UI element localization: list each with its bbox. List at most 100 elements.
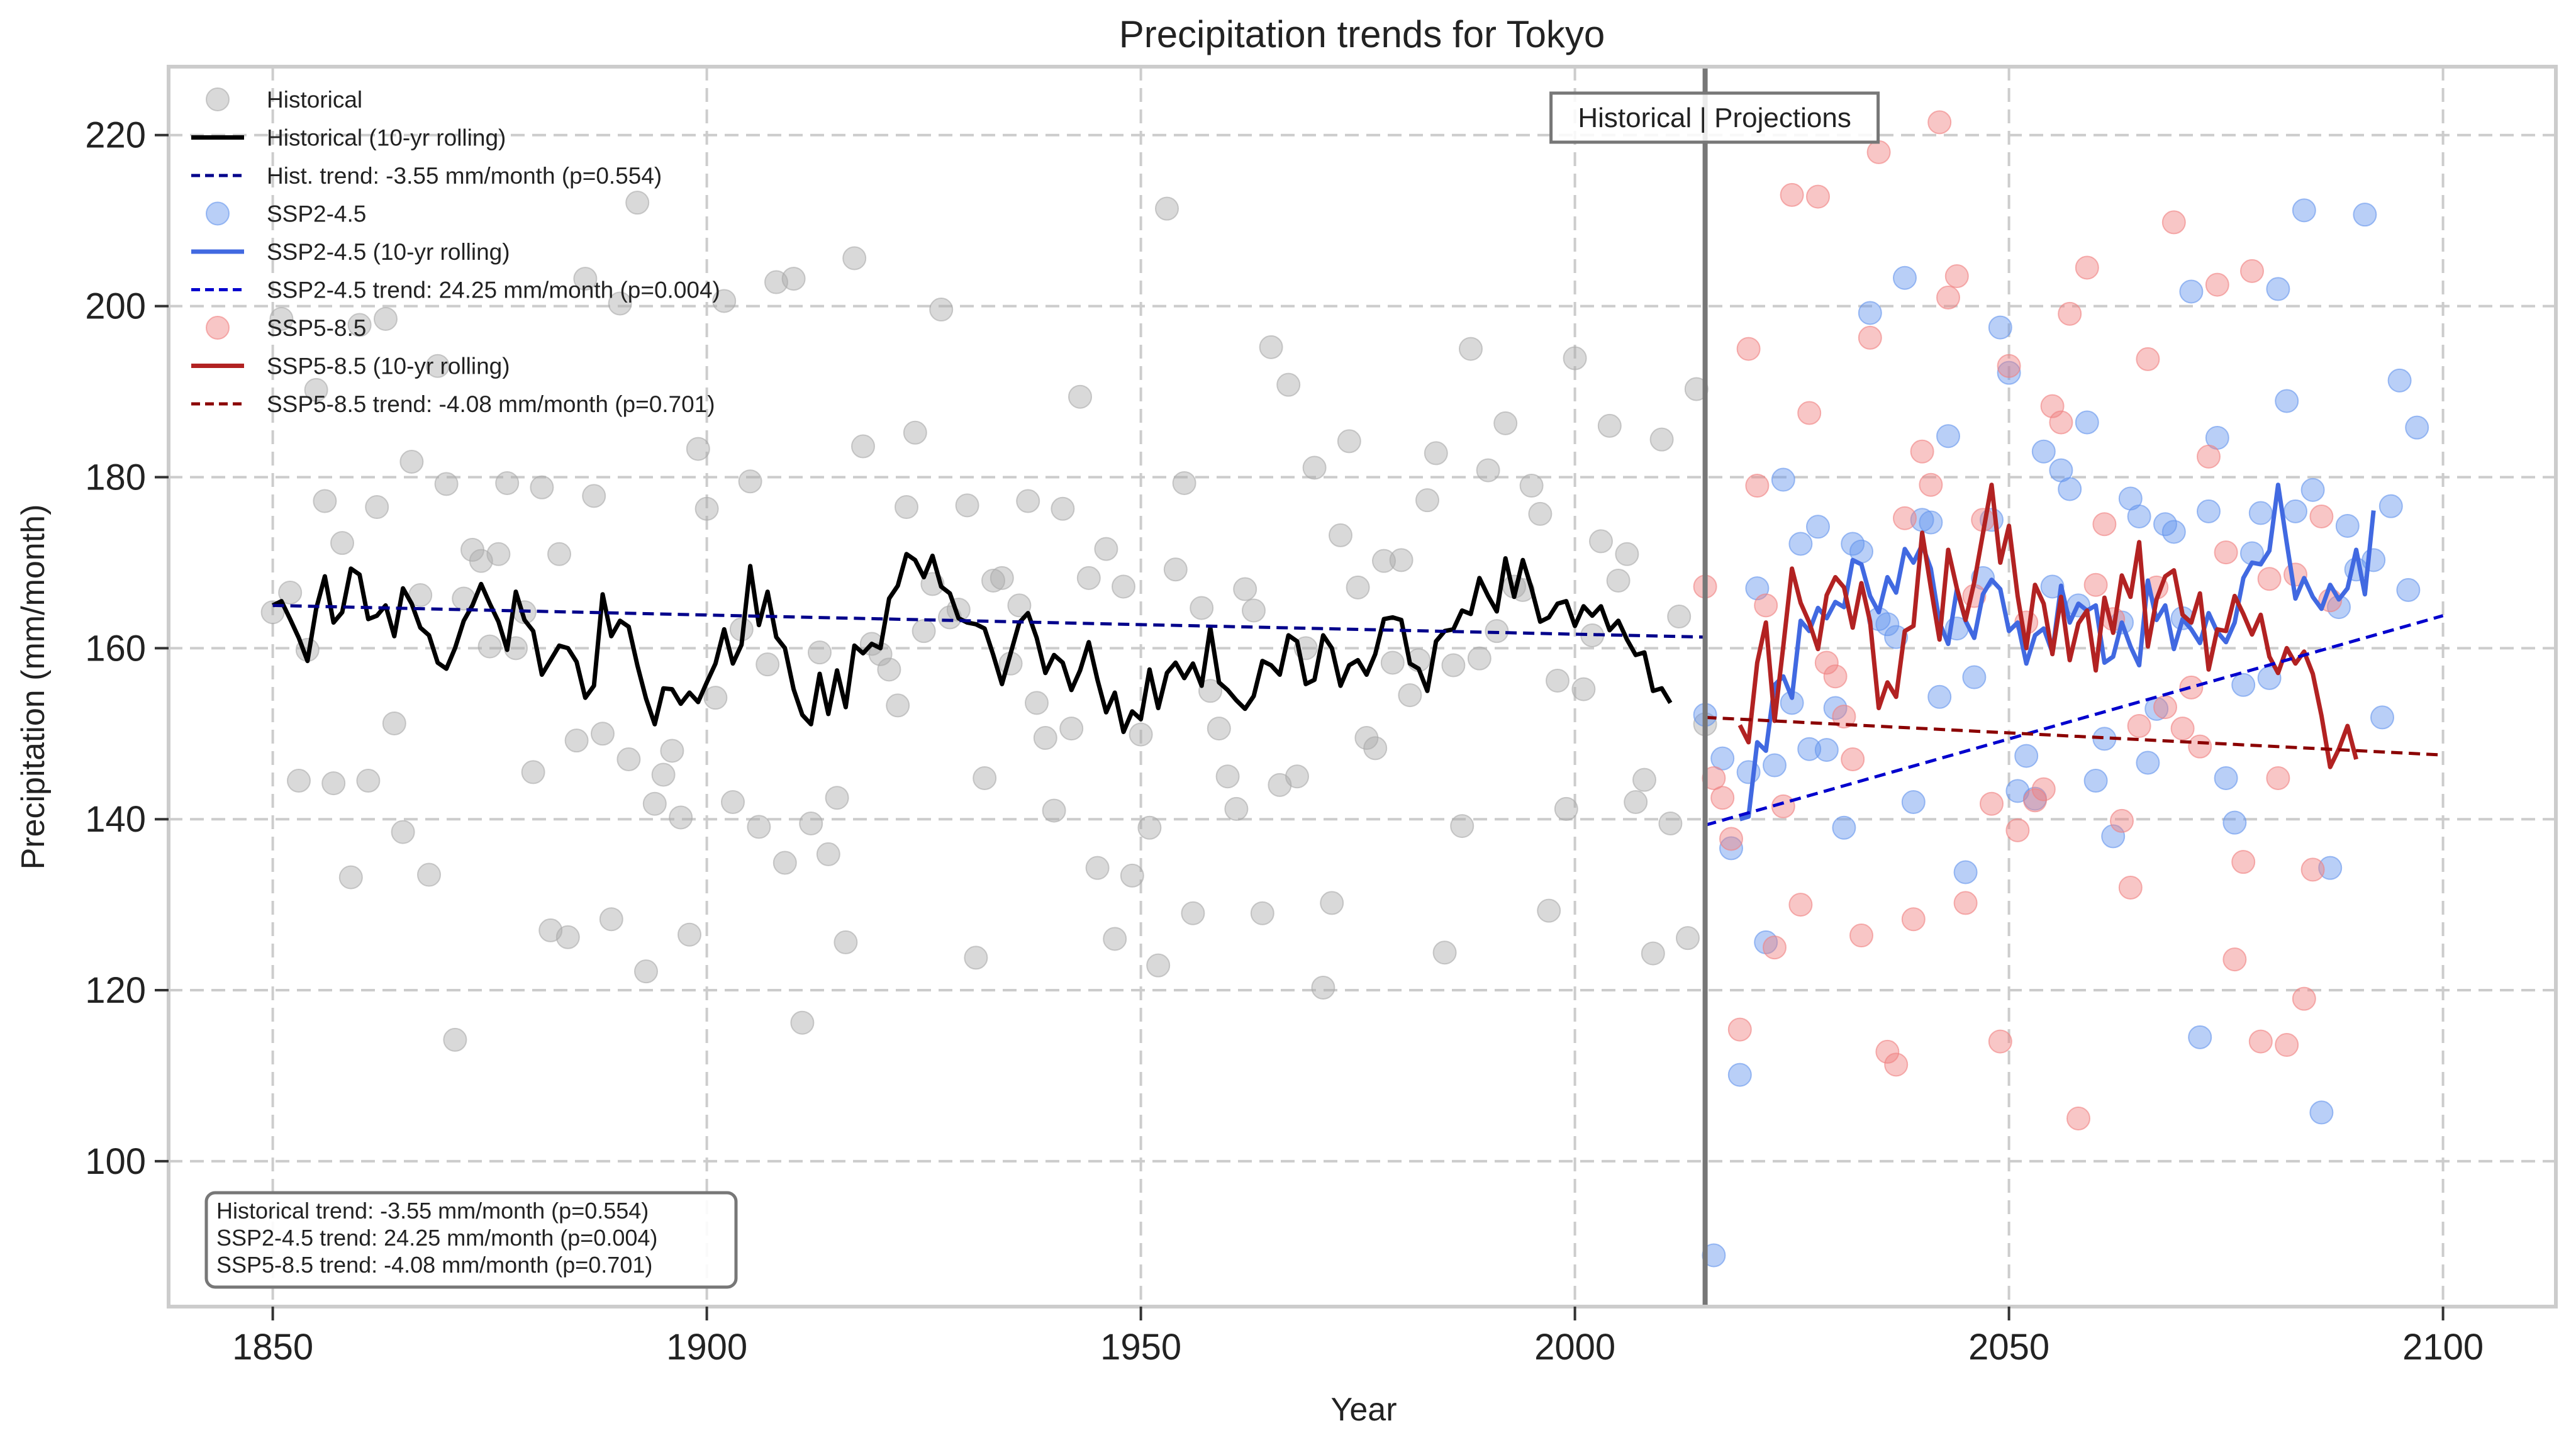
ssp2-4-5-point [2188, 1025, 2212, 1049]
historical-point [1268, 773, 1292, 797]
ssp2-4-5-point [2335, 513, 2360, 538]
ssp2-4-5-point [2257, 666, 2282, 690]
ssp2-4-5-point [1901, 790, 1926, 815]
historical-point [1354, 726, 1379, 750]
historical-point [712, 289, 737, 313]
ssp2-4-5-point [1814, 738, 1839, 762]
ssp5-8-5-point [1988, 1029, 2012, 1054]
ssp5-8-5-point [2257, 567, 2282, 591]
ssp5-8-5-point [2309, 504, 2334, 528]
y-tick-label: 120 [85, 970, 146, 1011]
historical-point [634, 959, 658, 984]
historical-point [1172, 471, 1196, 495]
historical-point [694, 496, 719, 521]
historical-point [1337, 429, 1361, 454]
historical-point [756, 652, 780, 677]
historical-point [1250, 901, 1274, 925]
historical-point [1528, 501, 1553, 526]
historical-point [1363, 736, 1388, 761]
historical-point [1137, 815, 1162, 840]
historical-point [1146, 953, 1171, 978]
historical-point [747, 815, 771, 839]
ssp2-4-5-point [2318, 856, 2343, 880]
ssp2-4-5-point [2309, 1100, 2334, 1125]
divider-label-box [1549, 91, 1880, 144]
historical-point [1450, 814, 1475, 839]
historical-point [1615, 542, 1639, 566]
x-tick-label: 1950 [1100, 1327, 1181, 1368]
historical-point [399, 450, 424, 474]
historical-point [434, 472, 459, 496]
historical-point [1606, 568, 1631, 593]
x-tick-label: 2000 [1534, 1327, 1615, 1368]
ssp5-8-5-point [2275, 1033, 2299, 1057]
historical-point [1163, 557, 1188, 582]
y-tick-label: 180 [85, 457, 146, 498]
ssp2-4-5-point [2283, 499, 2307, 523]
legend-label: SSP2-4.5 trend: 24.25 mm/month (p=0.004) [267, 277, 720, 303]
series-layer [260, 110, 2444, 1268]
y-tick-label: 140 [85, 799, 146, 840]
ssp5-8-5-point [1919, 472, 1943, 497]
historical-point [790, 1010, 815, 1035]
historical-point [477, 634, 502, 659]
ssp5-8-5-point [1797, 401, 1822, 425]
historical-point [347, 313, 372, 337]
historical-point [1302, 455, 1327, 480]
ssp2-4-5-points [1693, 198, 2429, 1268]
ssp5-8-5-point [1771, 794, 1795, 818]
ssp2-4-5-point [2136, 750, 2160, 775]
annotation-line: SSP5-8.5 trend: -4.08 mm/month (p=0.701) [216, 1252, 652, 1278]
ssp5-8-5-point [2118, 875, 2143, 900]
ssp5-8-5-point [2214, 540, 2238, 565]
ssp2-4-5-point [2014, 744, 2039, 768]
historical-point [1242, 598, 1266, 623]
historical-point [495, 471, 520, 495]
ssp2-4-5-point [2214, 766, 2238, 790]
chart-title: Precipitation trends for Tokyo [1119, 13, 1605, 55]
historical-point [1129, 722, 1153, 747]
annotation-line: SSP2-4.5 trend: 24.25 mm/month (p=0.004) [216, 1225, 657, 1251]
ssp2-4-5-point [1710, 746, 1735, 771]
annotation-box-frame [204, 1191, 738, 1289]
ssp5-8-5-point [1927, 110, 1952, 135]
historical-point [1589, 529, 1613, 554]
tick-layer: 1850 1900 1950 2000 2050 2100 100 120 140 160 180 2… [85, 115, 2484, 1368]
ssp2-4-5-point [1927, 684, 1952, 709]
ssp2-4-5-point [1953, 860, 1978, 884]
ssp5-8-5-point [1727, 1017, 1752, 1042]
historical-point [1432, 940, 1457, 965]
ssp2-4-5-point [1988, 315, 2012, 340]
ssp5-8-5-point [2292, 986, 2316, 1011]
legend-label: SSP5-8.5 [267, 315, 366, 341]
ssp2-4-5-point [1788, 532, 1813, 556]
y-tick-label: 100 [85, 1141, 146, 1182]
historical-point [1519, 474, 1544, 498]
ssp5-8-5-point [1884, 1052, 1909, 1077]
historical-point [1459, 337, 1483, 361]
historical-point [608, 291, 632, 316]
ssp5-8-5-point [1719, 827, 1743, 851]
ssp2-4-5-point [1858, 301, 1882, 325]
annotation-line: Historical trend: -3.55 mm/month (p=0.55… [216, 1198, 649, 1224]
historical-point [278, 580, 303, 605]
historical-point [1415, 488, 1439, 513]
historical-point [955, 493, 979, 518]
historical-point [990, 566, 1014, 590]
ssp5-8-5-point [1893, 506, 1917, 530]
historical-point [1546, 668, 1570, 693]
ssp2-4-5-point [2179, 279, 2204, 304]
ssp5-8-5-point [2205, 272, 2229, 297]
ssp2-4-5-point [2222, 810, 2247, 835]
historical-10-yr-rolling-line [272, 552, 1673, 734]
historical-point [365, 495, 389, 520]
ssp2-4-5-point [2292, 198, 2316, 223]
ssp5-8-5-point [2179, 675, 2204, 700]
ssp5-8-5-point [1710, 786, 1735, 810]
historical-point [1076, 566, 1101, 590]
historical-point [1042, 798, 1066, 823]
historical-point [573, 267, 598, 291]
ssp2-4-5-point [1936, 424, 1960, 449]
historical-point [382, 711, 406, 735]
ssp2-4-5-point [1962, 665, 1987, 689]
